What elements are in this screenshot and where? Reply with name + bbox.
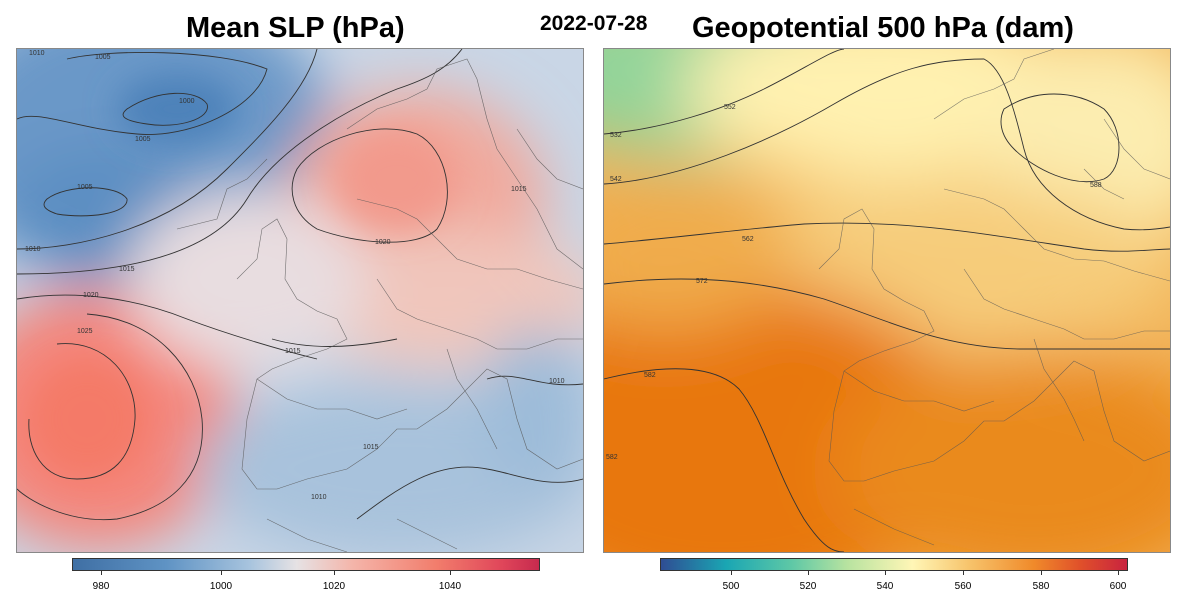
z500-colorbar <box>660 558 1128 571</box>
z500-colorbar-tickmark <box>1041 570 1042 575</box>
slp-contour-label: 1015 <box>511 186 527 193</box>
slp-colorbar-tick: 1040 <box>438 581 462 592</box>
z500-contour-label: 588 <box>1090 182 1102 189</box>
z500-contour-label: 542 <box>610 176 622 183</box>
date-label: 2022-07-28 <box>540 12 648 35</box>
slp-panel-title: Mean SLP (hPa) <box>186 12 405 44</box>
slp-contour-label: 1005 <box>95 54 111 61</box>
slp-contour-label: 1005 <box>77 184 93 191</box>
z500-colorbar-tickmark <box>808 570 809 575</box>
z500-contour-label: 582 <box>606 454 618 461</box>
z500-contour-label: 562 <box>742 236 754 243</box>
z500-colorbar-tickmark <box>885 570 886 575</box>
z500-map-graphic: 532 542 552 562 572 582 588 582 <box>604 49 1170 552</box>
slp-colorbar-tickmark <box>334 570 335 575</box>
slp-contour-label: 1010 <box>29 50 45 57</box>
slp-contour-label: 1010 <box>25 246 41 253</box>
slp-colorbar-tick: 1020 <box>322 581 346 592</box>
slp-contour-label: 1010 <box>311 494 327 501</box>
z500-colorbar-tick: 600 <box>1109 581 1127 592</box>
slp-contour-label: 1015 <box>363 444 379 451</box>
z500-colorbar-tick: 500 <box>722 581 740 592</box>
z500-panel-title: Geopotential 500 hPa (dam) <box>692 12 1074 44</box>
z500-contour-label: 572 <box>696 278 708 285</box>
z500-contour-labels: 532 542 552 562 572 582 588 582 <box>606 104 1102 461</box>
slp-contour-label: 1010 <box>549 378 565 385</box>
slp-contour-label: 1015 <box>119 266 135 273</box>
slp-colorbar-tickmark <box>450 570 451 575</box>
z500-colorbar-tick: 560 <box>954 581 972 592</box>
z500-colorbar-tickmark <box>1118 570 1119 575</box>
slp-colorbar-tick: 980 <box>92 581 110 592</box>
slp-colorbar <box>72 558 540 571</box>
z500-contour-label: 552 <box>724 104 736 111</box>
slp-map-graphic: 1010 1005 1000 1005 1005 1010 1015 1020 … <box>17 49 583 552</box>
z500-contour-label: 532 <box>610 132 622 139</box>
slp-contour-label: 1020 <box>83 292 99 299</box>
slp-colorbar-tickmark <box>101 570 102 575</box>
slp-contour-labels: 1010 1005 1000 1005 1005 1010 1015 1020 … <box>25 50 565 501</box>
z500-colorbar-tick: 540 <box>876 581 894 592</box>
z500-colorbar-tick: 520 <box>799 581 817 592</box>
slp-colorbar-tick: 1000 <box>209 581 233 592</box>
z500-map: 532 542 552 562 572 582 588 582 <box>603 48 1171 553</box>
z500-colorbar-tick: 580 <box>1032 581 1050 592</box>
slp-contour-label: 1005 <box>135 136 151 143</box>
slp-colorbar-tickmark <box>221 570 222 575</box>
z500-colorbar-tickmark <box>963 570 964 575</box>
slp-contour-label: 1015 <box>285 348 301 355</box>
z500-contour-label: 582 <box>644 372 656 379</box>
slp-map: 1010 1005 1000 1005 1005 1010 1015 1020 … <box>16 48 584 553</box>
slp-contour-label: 1000 <box>179 98 195 105</box>
slp-contour-label: 1025 <box>77 328 93 335</box>
slp-contour-label: 1020 <box>375 239 391 246</box>
z500-colorbar-tickmark <box>731 570 732 575</box>
